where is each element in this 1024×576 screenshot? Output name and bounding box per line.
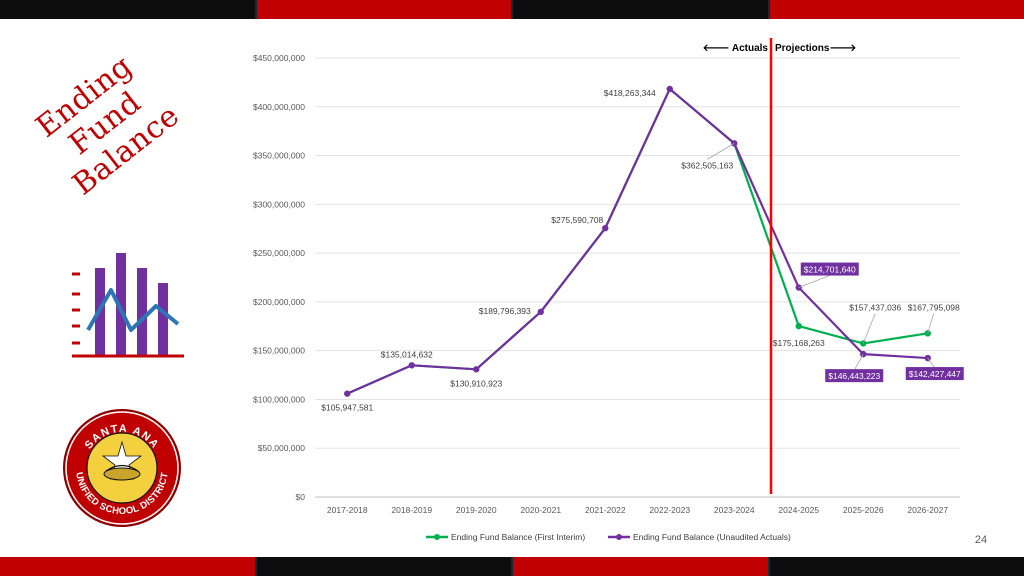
label-leader-line xyxy=(798,275,830,288)
data-point xyxy=(602,224,609,232)
y-axis: $0 $50,000,000 $100,000,000 $150,000,000 $20… xyxy=(253,53,305,502)
x-tick-label: 2025-2026 xyxy=(843,505,884,515)
data-labels: $105,947,581 $135,014,632 $130,910,923 $189… xyxy=(321,88,964,413)
data-label: $175,168,263 xyxy=(773,338,825,348)
label-leader-line xyxy=(853,353,864,371)
y-tick-label: $300,000,000 xyxy=(253,199,305,209)
x-tick-label: 2017-2018 xyxy=(327,505,368,515)
chart-series xyxy=(344,85,931,397)
data-label: $189,796,393 xyxy=(479,306,531,316)
data-label: $418,263,344 xyxy=(604,88,656,98)
band-segment xyxy=(767,0,1024,19)
legend-label: Ending Fund Balance (Unaudited Actuals) xyxy=(633,532,791,542)
band-segment xyxy=(254,0,511,19)
band-segment xyxy=(254,557,511,576)
y-tick-label: $350,000,000 xyxy=(253,151,305,161)
data-label: $214,701,640 xyxy=(804,265,856,275)
page-number: 24 xyxy=(974,534,988,546)
x-tick-label: 2024-2025 xyxy=(778,505,819,515)
data-label: $362,505,163 xyxy=(681,160,733,170)
y-tick-label: $250,000,000 xyxy=(253,248,305,258)
label-leader-line xyxy=(927,357,936,369)
projections-label: Projections🡒 xyxy=(775,43,856,54)
data-point xyxy=(860,350,867,358)
data-point xyxy=(537,308,544,316)
district-seal: SANTA ANA UNIFIED SCHOOL DISTRICT xyxy=(63,409,181,527)
top-color-band xyxy=(0,0,1024,19)
data-label: $142,427,447 xyxy=(909,369,961,379)
band-segment xyxy=(0,557,255,576)
x-tick-label: 2023-2024 xyxy=(714,505,755,515)
label-leader-line xyxy=(862,313,876,344)
actuals-label: 🡐 Actuals xyxy=(703,43,769,54)
band-segment xyxy=(0,0,255,19)
legend-label: Ending Fund Balance (First Interim) xyxy=(451,532,585,542)
y-tick-label: $450,000,000 xyxy=(253,53,305,63)
x-tick-label: 2021-2022 xyxy=(585,505,626,515)
data-label: $167,795,098 xyxy=(908,302,960,312)
band-segment xyxy=(767,557,1024,576)
label-box xyxy=(905,367,964,381)
data-label: $146,443,223 xyxy=(828,371,880,381)
series-line-unaudited-actuals xyxy=(346,87,928,395)
legend-marker xyxy=(616,534,622,540)
label-box xyxy=(825,369,884,383)
data-point xyxy=(924,354,931,362)
x-axis: 2017-2018 2018-2019 2019-2020 2020-2021 2021… xyxy=(327,505,948,515)
x-tick-label: 2022-2023 xyxy=(649,505,690,515)
chart-grid xyxy=(315,57,960,498)
legend-marker xyxy=(434,534,440,540)
band-segment xyxy=(511,0,768,19)
x-tick-label: 2026-2027 xyxy=(907,505,948,515)
chart-legend: Ending Fund Balance (First Interim) Endin… xyxy=(426,532,791,542)
data-point xyxy=(666,85,673,93)
x-tick-label: 2019-2020 xyxy=(456,505,497,515)
band-segment xyxy=(511,557,768,576)
label-leader-line xyxy=(707,143,735,160)
data-label: $275,590,708 xyxy=(551,215,603,225)
x-tick-label: 2018-2019 xyxy=(391,505,432,515)
data-label: $157,437,036 xyxy=(849,302,901,312)
data-point xyxy=(473,366,480,373)
bottom-color-band xyxy=(0,557,1024,576)
data-point xyxy=(795,322,802,330)
data-label: $135,014,632 xyxy=(381,349,433,359)
y-tick-label: $150,000,000 xyxy=(253,346,305,356)
actuals-projections-divider: 🡐 Actuals Projections🡒 xyxy=(703,38,856,494)
y-tick-label: $0 xyxy=(296,492,306,502)
y-tick-label: $400,000,000 xyxy=(253,102,305,112)
label-leader-line xyxy=(927,313,935,334)
data-label: $130,910,923 xyxy=(450,378,502,388)
data-point xyxy=(408,362,415,369)
x-tick-label: 2020-2021 xyxy=(520,505,561,515)
bar-chart-icon xyxy=(72,253,184,358)
label-box xyxy=(800,262,859,276)
y-tick-label: $100,000,000 xyxy=(253,394,305,404)
y-tick-label: $200,000,000 xyxy=(253,297,305,307)
data-label: $105,947,581 xyxy=(321,403,373,413)
data-point xyxy=(344,390,351,397)
series-line-first-interim xyxy=(346,87,928,395)
y-tick-label: $50,000,000 xyxy=(258,443,306,453)
